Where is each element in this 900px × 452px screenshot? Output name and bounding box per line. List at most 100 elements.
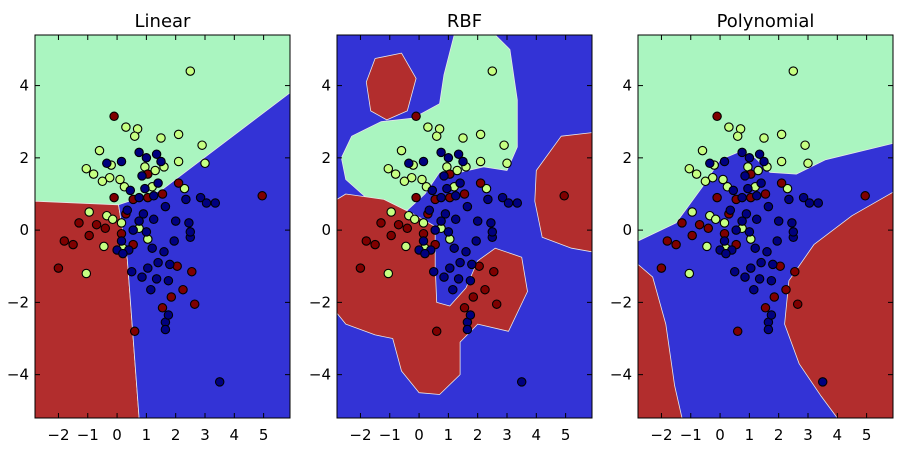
data-point [178, 284, 188, 295]
data-point [109, 111, 119, 122]
data-point [803, 158, 813, 169]
x-tick-label: 0 [112, 426, 122, 444]
data-point [481, 183, 492, 194]
x-tick-label: 0 [715, 426, 725, 444]
data-point [487, 227, 498, 237]
data-point [737, 216, 747, 226]
data-point [719, 218, 730, 228]
data-point [370, 239, 380, 250]
data-point [445, 263, 455, 273]
data-point [439, 272, 449, 282]
x-tick-label: 5 [862, 426, 872, 444]
data-point [687, 207, 697, 217]
x-tick-label: −2 [349, 426, 371, 444]
data-point [428, 266, 439, 277]
data-point [784, 194, 794, 205]
decision-region [365, 52, 417, 121]
data-point [355, 263, 366, 273]
data-point [760, 303, 771, 313]
rbf-panel: RBF −2 −1 0 1 2 3 4 5 −4 −2 0 2 4 [309, 11, 593, 444]
data-point [703, 223, 714, 234]
data-point [697, 145, 708, 156]
data-point [750, 243, 760, 253]
data-point [138, 209, 149, 219]
data-point [129, 326, 140, 337]
y-tick-label: 4 [622, 77, 632, 95]
data-point [160, 201, 171, 212]
data-point [185, 227, 196, 237]
data-point [450, 191, 461, 201]
data-point [788, 66, 799, 76]
data-point [452, 165, 462, 176]
data-point [157, 303, 168, 313]
data-point [84, 230, 94, 241]
data-point [115, 174, 125, 185]
data-point [420, 248, 430, 259]
data-point [156, 133, 166, 143]
data-point [107, 214, 118, 225]
data-point [214, 377, 225, 387]
data-point [195, 192, 206, 203]
data-point [691, 169, 702, 179]
plot-area [35, 35, 290, 418]
data-point [740, 272, 750, 282]
data-point [743, 183, 753, 194]
data-point [116, 236, 127, 246]
data-point [718, 174, 728, 185]
x-tick-label: 1 [142, 426, 152, 444]
data-point [157, 189, 168, 199]
data-point [732, 131, 743, 141]
data-point [458, 133, 468, 143]
data-point [91, 219, 102, 230]
data-point [99, 241, 109, 252]
data-point [462, 201, 473, 212]
data-point [88, 169, 99, 179]
data-point [200, 158, 210, 169]
data-point [431, 326, 442, 337]
data-point [453, 274, 464, 284]
data-point [116, 218, 127, 228]
data-point [179, 183, 190, 194]
data-point [753, 165, 763, 176]
x-tick-label: 5 [259, 426, 269, 444]
y-tick-label: 2 [19, 149, 29, 167]
x-tick-label: 4 [230, 426, 240, 444]
data-point [471, 236, 481, 246]
data-point [656, 263, 667, 273]
data-point [442, 183, 452, 194]
data-point [776, 129, 787, 140]
data-point [173, 129, 184, 140]
data-point [559, 191, 569, 201]
linear-panel: Linear −2 −1 0 1 2 3 4 5 −4 −2 0 2 4 [7, 11, 291, 444]
data-point [497, 192, 508, 203]
data-point [710, 214, 721, 225]
data-point [197, 140, 207, 150]
data-point [121, 122, 131, 132]
data-point [763, 201, 774, 212]
data-point [756, 178, 766, 188]
data-point [170, 216, 181, 226]
data-point [361, 236, 372, 246]
data-point [169, 236, 179, 246]
data-point [684, 268, 695, 279]
data-point [694, 219, 705, 230]
data-point [257, 191, 267, 201]
data-point [393, 219, 404, 230]
data-point [489, 266, 499, 277]
data-point [790, 266, 800, 277]
data-point [181, 194, 191, 205]
data-point [396, 145, 407, 156]
decision-region [638, 263, 683, 418]
data-point [719, 156, 730, 167]
data-point [94, 145, 105, 156]
data-point [134, 147, 144, 158]
data-point [84, 207, 94, 217]
data-point [74, 218, 84, 228]
data-point [439, 171, 449, 181]
data-point [109, 192, 119, 203]
data-point [449, 243, 459, 253]
data-point [459, 189, 470, 199]
data-point [406, 172, 417, 183]
data-point [148, 214, 159, 225]
data-point [756, 257, 766, 268]
